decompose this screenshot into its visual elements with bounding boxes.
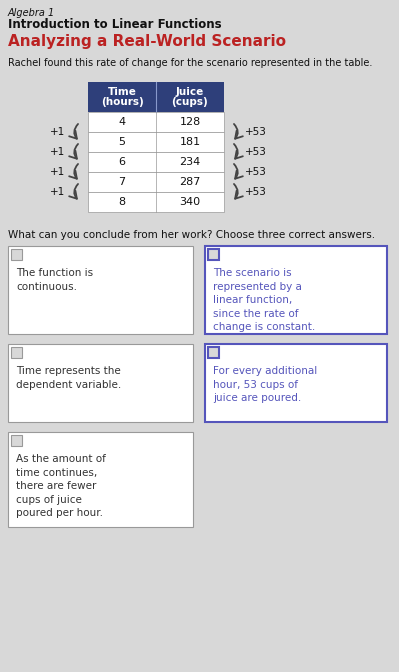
FancyArrowPatch shape (69, 184, 78, 199)
Text: What can you conclude from her work? Choose three correct answers.: What can you conclude from her work? Cho… (8, 230, 375, 240)
FancyBboxPatch shape (205, 246, 387, 334)
FancyArrowPatch shape (234, 124, 243, 138)
FancyBboxPatch shape (11, 347, 22, 358)
Text: Analyzing a Real-World Scenario: Analyzing a Real-World Scenario (8, 34, 286, 49)
Text: Time represents the
dependent variable.: Time represents the dependent variable. (16, 366, 121, 390)
FancyBboxPatch shape (205, 344, 387, 422)
Text: The function is
continuous.: The function is continuous. (16, 268, 93, 292)
Text: 5: 5 (119, 137, 126, 147)
Text: 8: 8 (119, 197, 126, 207)
Text: 340: 340 (180, 197, 201, 207)
Text: The scenario is
represented by a
linear function,
since the rate of
change is co: The scenario is represented by a linear … (213, 268, 315, 333)
FancyBboxPatch shape (88, 82, 224, 112)
FancyBboxPatch shape (8, 344, 193, 422)
FancyBboxPatch shape (11, 249, 22, 260)
Text: 4: 4 (119, 117, 126, 127)
Text: +53: +53 (245, 127, 267, 137)
Text: 128: 128 (180, 117, 201, 127)
FancyBboxPatch shape (88, 192, 224, 212)
Text: Algebra 1: Algebra 1 (8, 8, 55, 18)
FancyBboxPatch shape (88, 112, 224, 132)
Text: Rachel found this rate of change for the scenario represented in the table.: Rachel found this rate of change for the… (8, 58, 372, 68)
FancyBboxPatch shape (8, 246, 193, 334)
Text: Juice
(cups): Juice (cups) (172, 87, 208, 108)
FancyBboxPatch shape (208, 249, 219, 260)
Text: Time
(hours): Time (hours) (101, 87, 143, 108)
FancyArrowPatch shape (234, 164, 243, 179)
Text: 181: 181 (180, 137, 201, 147)
Text: 6: 6 (119, 157, 126, 167)
Text: As the amount of
time continues,
there are fewer
cups of juice
poured per hour.: As the amount of time continues, there a… (16, 454, 106, 518)
FancyArrowPatch shape (69, 144, 78, 159)
Text: +1: +1 (50, 127, 65, 137)
FancyBboxPatch shape (88, 172, 224, 192)
Text: +53: +53 (245, 187, 267, 197)
FancyArrowPatch shape (234, 184, 243, 199)
Text: For every additional
hour, 53 cups of
juice are poured.: For every additional hour, 53 cups of ju… (213, 366, 317, 403)
FancyBboxPatch shape (8, 432, 193, 527)
FancyArrowPatch shape (69, 164, 78, 179)
Text: +1: +1 (50, 147, 65, 157)
Text: 287: 287 (179, 177, 201, 187)
Text: +53: +53 (245, 147, 267, 157)
FancyArrowPatch shape (69, 124, 78, 138)
FancyBboxPatch shape (208, 347, 219, 358)
Text: +1: +1 (50, 167, 65, 177)
Text: 234: 234 (180, 157, 201, 167)
Text: +53: +53 (245, 167, 267, 177)
FancyBboxPatch shape (88, 152, 224, 172)
Text: Introduction to Linear Functions: Introduction to Linear Functions (8, 18, 221, 31)
FancyArrowPatch shape (234, 144, 243, 159)
FancyBboxPatch shape (11, 435, 22, 446)
Text: 7: 7 (119, 177, 126, 187)
Text: +1: +1 (50, 187, 65, 197)
FancyBboxPatch shape (88, 132, 224, 152)
